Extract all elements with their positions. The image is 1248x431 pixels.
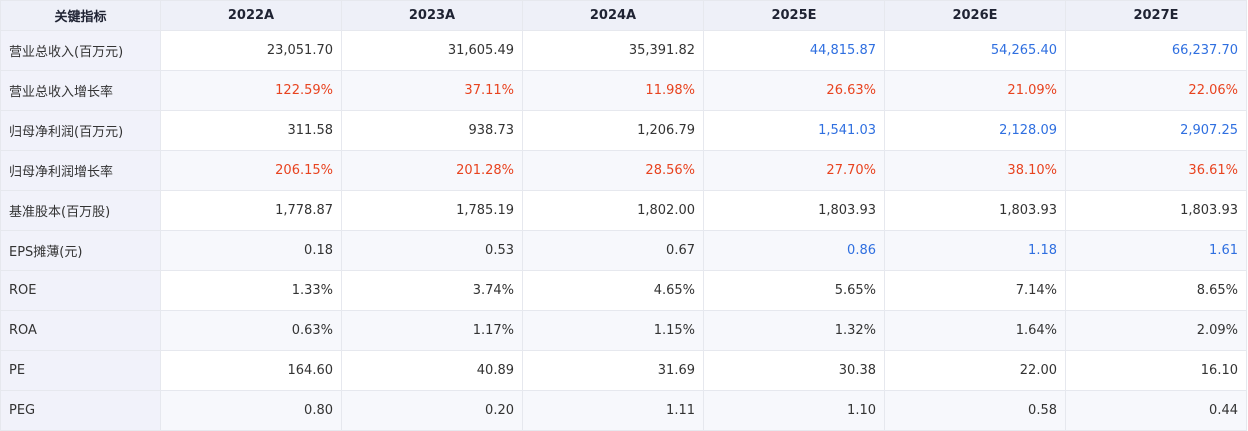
table-row: PE 164.60 40.89 31.69 30.38 22.00 16.10 [0, 350, 1247, 391]
table-row: ROE 1.33% 3.74% 4.65% 5.65% 7.14% 8.65% [0, 270, 1247, 311]
table-cell: 40.89 [341, 350, 523, 391]
table-cell: 1,541.03 [703, 110, 885, 151]
table-cell: 0.63% [160, 310, 342, 351]
table-cell: 26.63% [703, 70, 885, 111]
table-cell: 1,206.79 [522, 110, 704, 151]
table-cell: 35,391.82 [522, 30, 704, 71]
row-label: 归母净利润增长率 [0, 150, 161, 191]
table-cell: 7.14% [884, 270, 1066, 311]
table-cell: 3.74% [341, 270, 523, 311]
table-cell: 1.18 [884, 230, 1066, 271]
table-cell: 0.53 [341, 230, 523, 271]
table-cell: 4.65% [522, 270, 704, 311]
table-cell: 54,265.40 [884, 30, 1066, 71]
table-cell: 8.65% [1065, 270, 1247, 311]
table-cell: 201.28% [341, 150, 523, 191]
table-cell: 0.44 [1065, 390, 1247, 431]
row-label: 基准股本(百万股) [0, 190, 161, 231]
row-label: PE [0, 350, 161, 391]
table-row: PEG 0.80 0.20 1.11 1.10 0.58 0.44 [0, 390, 1247, 431]
header-row: 关键指标 2022A 2023A 2024A 2025E 2026E 2027E [0, 0, 1247, 31]
table-cell: 1.15% [522, 310, 704, 351]
table-cell: 36.61% [1065, 150, 1247, 191]
row-label: ROA [0, 310, 161, 351]
table-cell: 66,237.70 [1065, 30, 1247, 71]
table-cell: 31.69 [522, 350, 704, 391]
table-cell: 23,051.70 [160, 30, 342, 71]
row-label: ROE [0, 270, 161, 311]
table-cell: 21.09% [884, 70, 1066, 111]
table-cell: 2.09% [1065, 310, 1247, 351]
table-cell: 1,803.93 [884, 190, 1066, 231]
header-year: 2024A [522, 0, 704, 31]
table-cell: 22.06% [1065, 70, 1247, 111]
table-cell: 0.67 [522, 230, 704, 271]
table-row: 基准股本(百万股) 1,778.87 1,785.19 1,802.00 1,8… [0, 190, 1247, 231]
table-cell: 2,907.25 [1065, 110, 1247, 151]
table-cell: 1.10 [703, 390, 885, 431]
table-cell: 1.32% [703, 310, 885, 351]
table-cell: 0.86 [703, 230, 885, 271]
table-cell: 38.10% [884, 150, 1066, 191]
row-label: 营业总收入(百万元) [0, 30, 161, 71]
table-cell: 30.38 [703, 350, 885, 391]
table-cell: 2,128.09 [884, 110, 1066, 151]
table-cell: 311.58 [160, 110, 342, 151]
table-row: 营业总收入增长率 122.59% 37.11% 11.98% 26.63% 21… [0, 70, 1247, 111]
table-cell: 0.80 [160, 390, 342, 431]
table-cell: 28.56% [522, 150, 704, 191]
row-label: PEG [0, 390, 161, 431]
table-cell: 5.65% [703, 270, 885, 311]
table-cell: 1.33% [160, 270, 342, 311]
table-row: EPS摊薄(元) 0.18 0.53 0.67 0.86 1.18 1.61 [0, 230, 1247, 271]
table-row: 归母净利润(百万元) 311.58 938.73 1,206.79 1,541.… [0, 110, 1247, 151]
table-row: 营业总收入(百万元) 23,051.70 31,605.49 35,391.82… [0, 30, 1247, 71]
table-cell: 22.00 [884, 350, 1066, 391]
header-year: 2026E [884, 0, 1066, 31]
row-label: EPS摊薄(元) [0, 230, 161, 271]
table-cell: 27.70% [703, 150, 885, 191]
table-cell: 37.11% [341, 70, 523, 111]
table-cell: 1.64% [884, 310, 1066, 351]
table-cell: 1.17% [341, 310, 523, 351]
table-cell: 938.73 [341, 110, 523, 151]
table-cell: 0.20 [341, 390, 523, 431]
table-cell: 1,785.19 [341, 190, 523, 231]
row-label: 归母净利润(百万元) [0, 110, 161, 151]
header-year: 2027E [1065, 0, 1247, 31]
row-label: 营业总收入增长率 [0, 70, 161, 111]
table-cell: 16.10 [1065, 350, 1247, 391]
table-cell: 1,803.93 [1065, 190, 1247, 231]
table-cell: 1,803.93 [703, 190, 885, 231]
table-cell: 164.60 [160, 350, 342, 391]
header-year: 2022A [160, 0, 342, 31]
header-year: 2025E [703, 0, 885, 31]
table-cell: 1.61 [1065, 230, 1247, 271]
table-cell: 44,815.87 [703, 30, 885, 71]
table-row: ROA 0.63% 1.17% 1.15% 1.32% 1.64% 2.09% [0, 310, 1247, 351]
table-cell: 1.11 [522, 390, 704, 431]
table-cell: 0.18 [160, 230, 342, 271]
table-cell: 1,778.87 [160, 190, 342, 231]
table-row: 归母净利润增长率 206.15% 201.28% 28.56% 27.70% 3… [0, 150, 1247, 191]
table-cell: 1,802.00 [522, 190, 704, 231]
table-cell: 0.58 [884, 390, 1066, 431]
header-year: 2023A [341, 0, 523, 31]
table-cell: 122.59% [160, 70, 342, 111]
table-cell: 206.15% [160, 150, 342, 191]
table-cell: 11.98% [522, 70, 704, 111]
header-label: 关键指标 [0, 0, 161, 31]
table-cell: 31,605.49 [341, 30, 523, 71]
